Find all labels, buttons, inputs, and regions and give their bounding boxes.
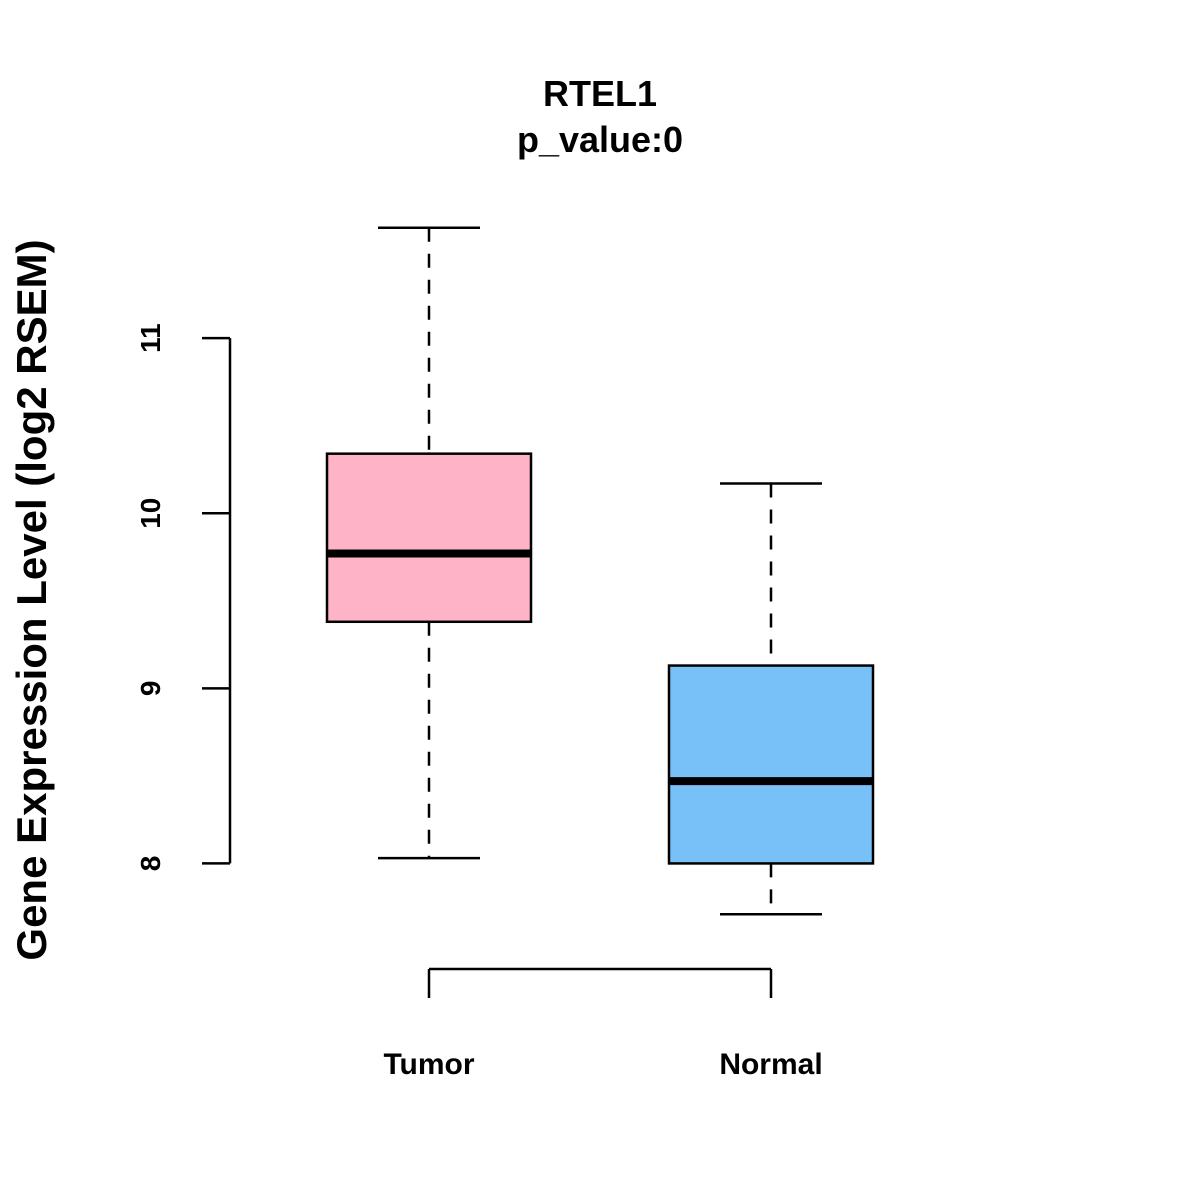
box-tumor	[325, 226, 533, 860]
chart-subtitle: p_value:0	[517, 119, 683, 160]
category-label-normal: Normal	[719, 1048, 822, 1081]
box-normal	[667, 482, 875, 916]
y-tick-label-10: 10	[135, 498, 166, 529]
significance-bracket	[427, 967, 773, 998]
iqr-box-tumor	[325, 452, 533, 624]
boxes-layer	[325, 226, 875, 916]
y-tick-label-8: 8	[135, 856, 166, 872]
y-tick-label-11: 11	[135, 323, 166, 353]
chart-title: RTEL1	[543, 73, 657, 114]
y-axis: 8 9 10 11	[135, 323, 232, 872]
y-tick-label-9: 9	[135, 681, 166, 697]
category-labels: Tumor Normal	[383, 1048, 822, 1081]
category-label-tumor: Tumor	[383, 1048, 474, 1081]
iqr-box-normal	[667, 664, 875, 865]
y-axis-label: Gene Expression Level (log2 RSEM)	[8, 239, 55, 960]
